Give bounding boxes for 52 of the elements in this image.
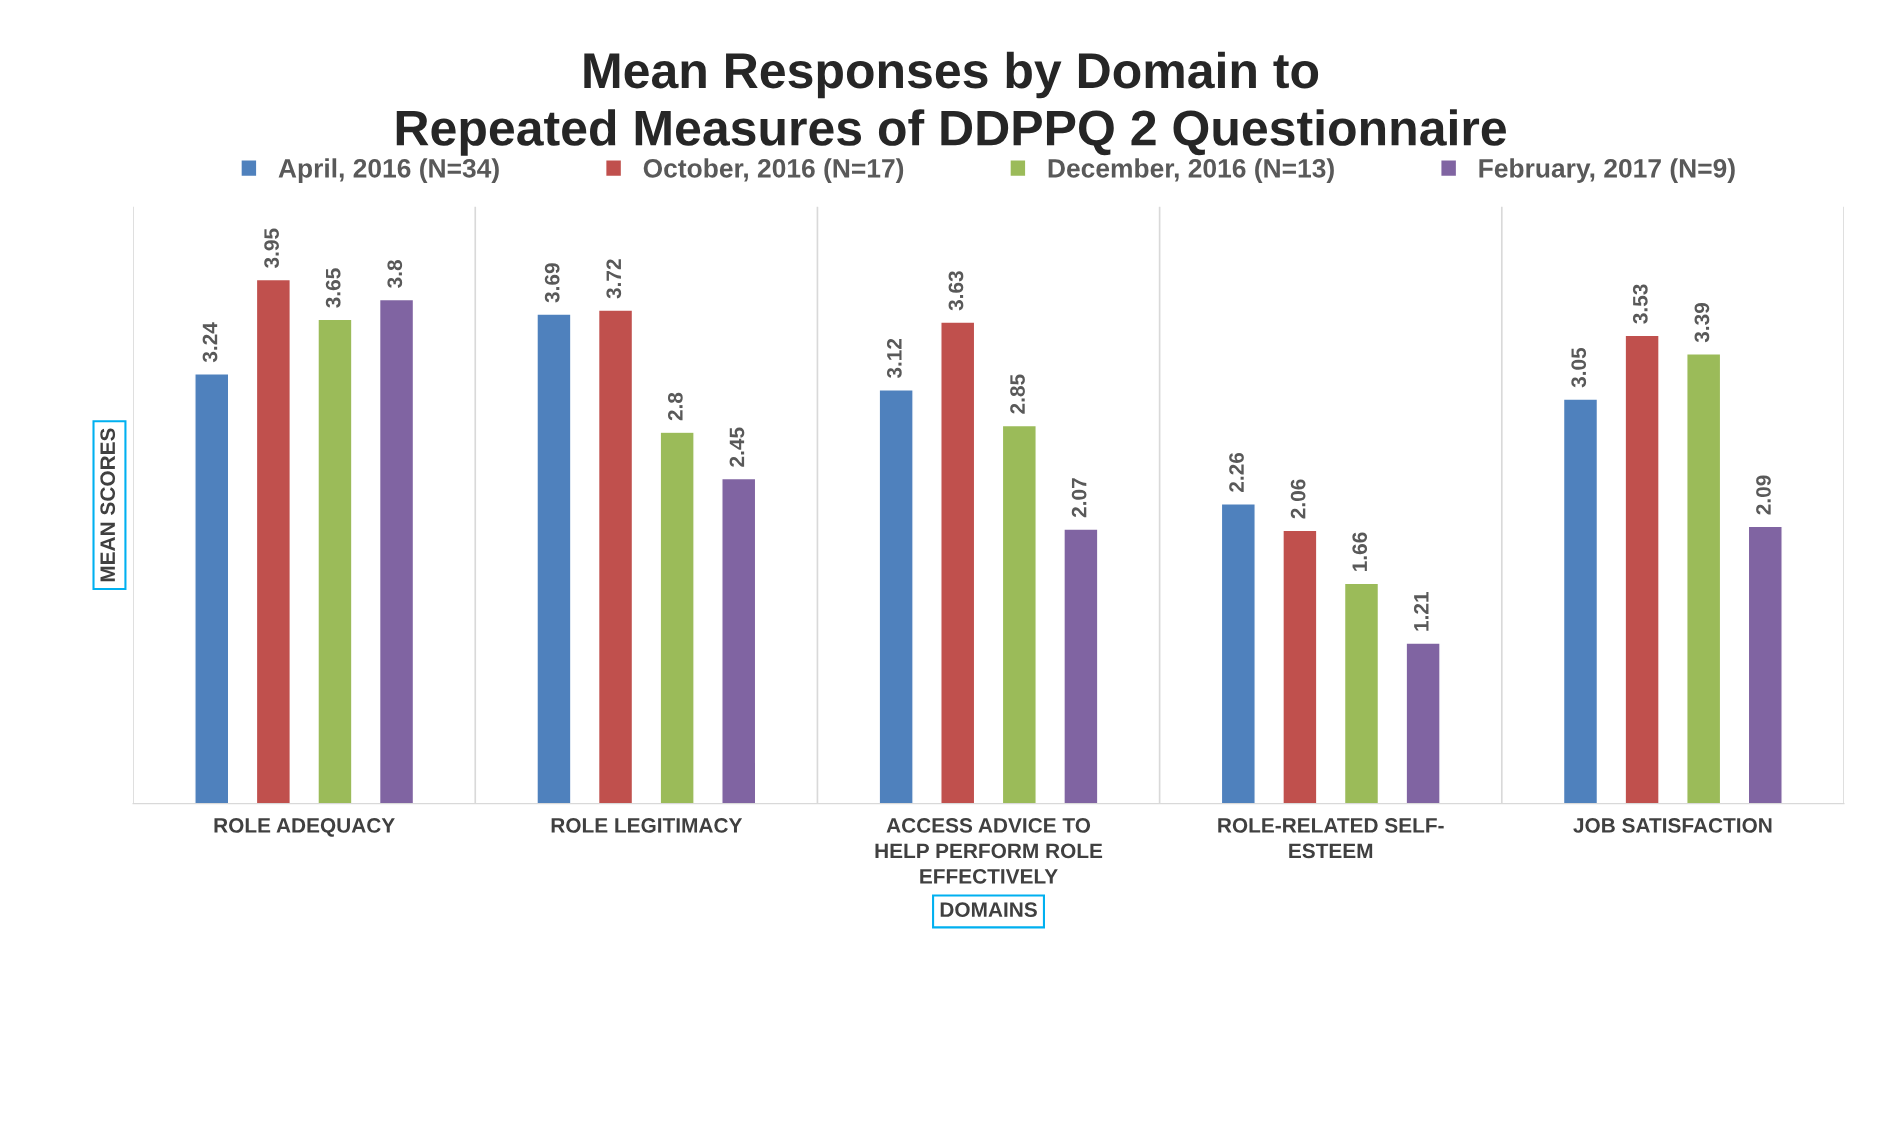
data-label: 3.63	[948, 271, 964, 311]
bar	[536, 313, 572, 804]
bar	[1001, 424, 1037, 804]
bar	[317, 318, 353, 804]
data-label: 3.53	[1632, 284, 1648, 324]
data-label: 3.69	[544, 263, 560, 303]
bar	[255, 278, 291, 804]
x-tick-label: ACCESS ADVICE TO HELP PERFORM ROLE EFFECTIVELY	[875, 818, 1103, 884]
data-label: 3.05	[1571, 347, 1587, 388]
y-axis-title: MEAN SCORES	[100, 428, 116, 582]
x-tick-label: ROLE ADEQUACY	[214, 818, 395, 837]
x-tick-label: JOB SATISFACTION	[1573, 818, 1772, 833]
bar	[1624, 334, 1660, 804]
bar	[721, 477, 757, 804]
bar	[597, 309, 634, 804]
data-label: 2.06	[1290, 479, 1306, 519]
data-label: 1.21	[1413, 592, 1429, 631]
legend-label: October, 2016 (N=17)	[643, 158, 904, 183]
bar	[1405, 642, 1441, 804]
bar	[1747, 525, 1783, 804]
data-label: 2.09	[1756, 475, 1771, 515]
legend-label: April, 2016 (N=34)	[278, 158, 499, 183]
bar	[940, 321, 976, 804]
bar	[1686, 353, 1722, 804]
data-label: 3.65	[325, 268, 341, 308]
data-label: 3.72	[606, 259, 622, 299]
data-label: 2.45	[729, 427, 745, 467]
bar	[878, 389, 914, 804]
data-label: 1.66	[1352, 532, 1368, 571]
data-label: 3.95	[264, 228, 279, 269]
data-label: 3.39	[1694, 303, 1710, 343]
data-label: 3.8	[387, 260, 403, 288]
data-label: 2.8	[667, 392, 683, 421]
bar	[1282, 529, 1318, 804]
bar	[378, 298, 415, 804]
x-tick-label: ROLE-RELATED SELF- ESTEEM	[1218, 818, 1444, 859]
bar	[1063, 528, 1099, 804]
data-label: 3.12	[886, 338, 902, 379]
bar	[194, 373, 230, 804]
legend-label: February, 2017 (N=9)	[1479, 158, 1735, 183]
x-axis-title: DOMAINS	[940, 902, 1037, 918]
data-label: 3.24	[202, 322, 218, 363]
data-label: 2.85	[1010, 374, 1025, 414]
data-label: 2.26	[1229, 452, 1244, 492]
data-label: 2.07	[1071, 478, 1087, 518]
bar	[659, 431, 695, 804]
bar	[1343, 582, 1380, 804]
chart-title: Mean Responses by Domain to Repeated Measures of DDPPQ 2 Questionnaire	[396, 51, 1506, 156]
bar	[1562, 398, 1599, 804]
legend-label: December, 2016 (N=13)	[1048, 158, 1334, 183]
bar	[1220, 503, 1256, 804]
x-tick-label: ROLE LEGITIMACY	[551, 818, 743, 833]
